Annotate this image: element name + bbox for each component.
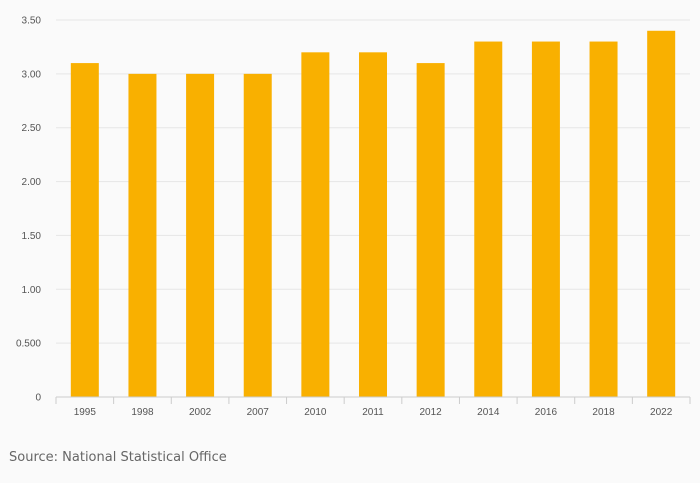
bar-1998 [128,73,157,397]
x-tick-label: 2010 [304,407,327,418]
x-tick-label: 2011 [362,407,384,418]
bar-2010 [301,52,330,398]
y-tick-label: 0.500 [16,339,41,350]
x-tick-label: 2014 [477,407,500,418]
x-tick-label: 2016 [535,407,558,418]
y-tick-label: 0 [35,393,41,404]
x-tick-label: 2012 [420,407,443,418]
bar-2014 [474,41,503,398]
y-tick-label: 3.00 [22,69,42,80]
bar-2016 [531,41,560,398]
x-tick-label: 1995 [74,407,97,418]
bar-2018 [589,41,618,398]
bar-2012 [416,63,445,397]
y-tick-label: 3.50 [22,16,42,27]
x-tick-label: 2007 [247,407,270,418]
bar-2002 [186,73,215,397]
x-tick-label: 2018 [592,407,615,418]
bars [70,30,676,398]
source-note: Source: National Statistical Office [9,450,227,465]
x-tick-label: 2022 [650,407,673,418]
bar-2007 [243,73,272,397]
y-tick-label: 1.50 [22,231,42,242]
bar-1995 [70,63,99,397]
y-tick-label: 2.00 [22,177,42,188]
x-axis-ticks [55,397,691,404]
y-tick-label: 1.00 [22,285,42,296]
y-tick-label: 2.50 [22,123,42,134]
bar-2022 [647,30,676,398]
x-tick-label: 2002 [189,407,212,418]
y-axis-labels: 0 0.500 1.00 1.50 2.00 2.50 3.00 3.50 [16,16,41,404]
x-axis-labels: 1995 1998 2002 2007 2010 2011 2012 2014 2016 2018… [74,407,673,418]
x-tick-label: 1998 [131,407,154,418]
bar-2011 [359,52,387,398]
